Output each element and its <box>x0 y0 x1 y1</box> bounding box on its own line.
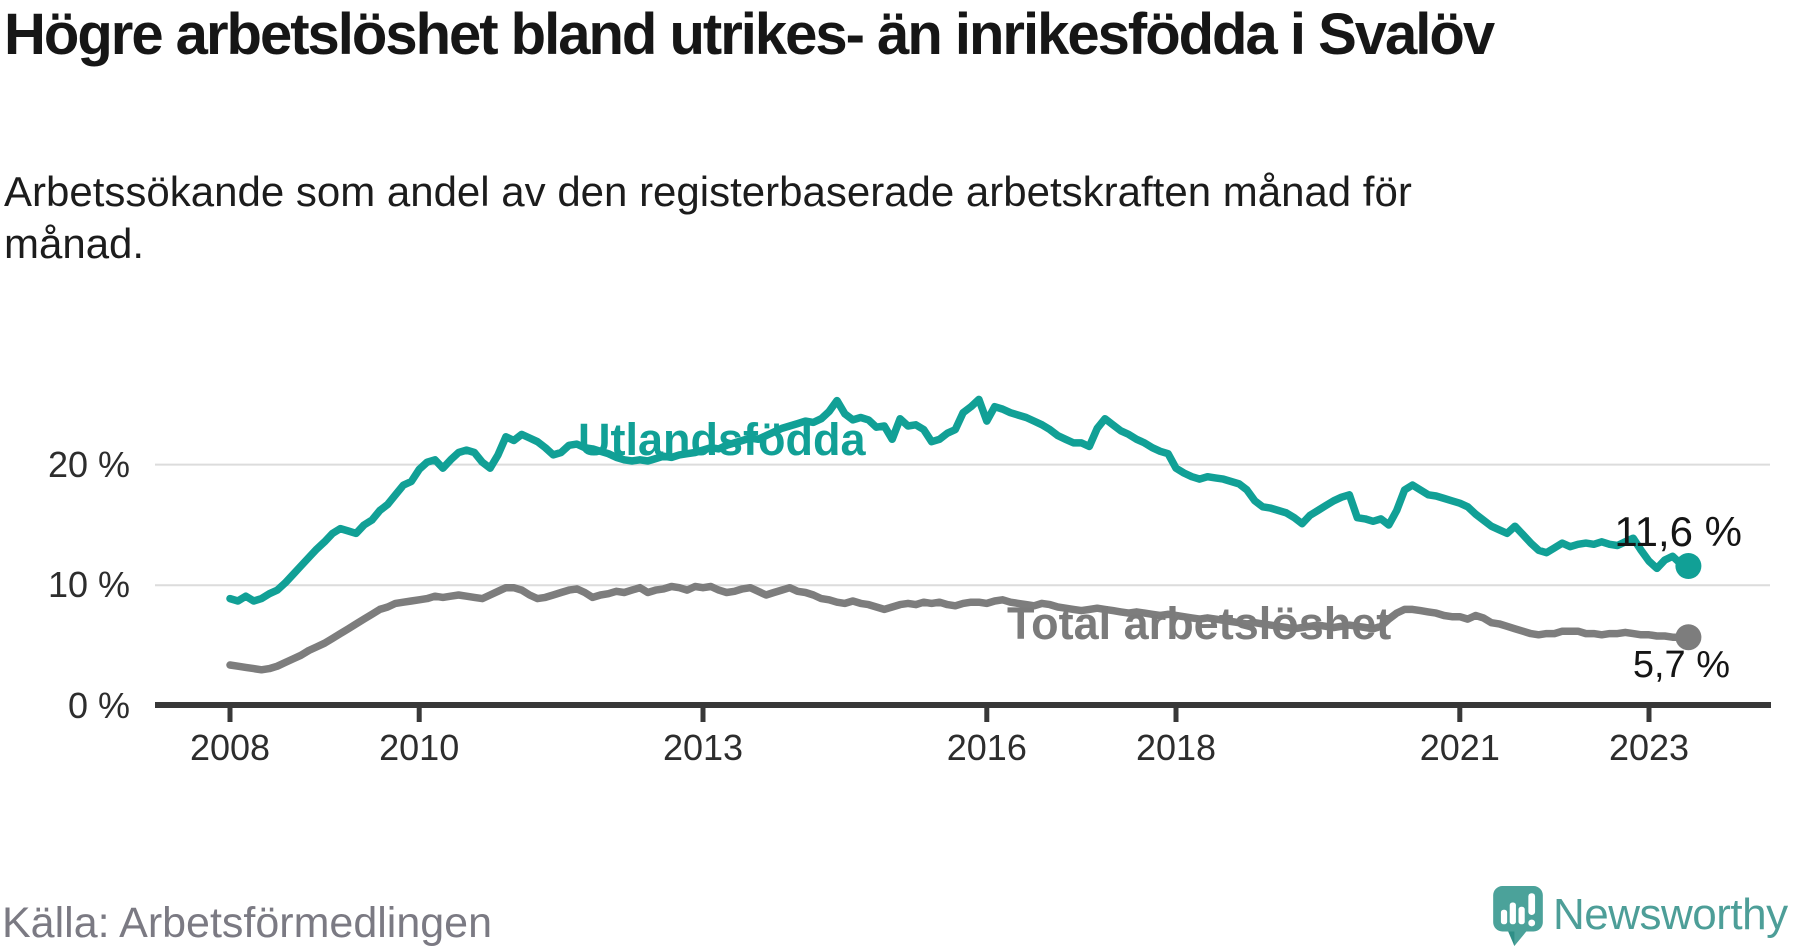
x-tick-label: 2018 <box>1135 727 1217 768</box>
chart-subtitle: Arbetssökande som andel av den registerb… <box>4 168 1412 267</box>
x-tick-label: 2021 <box>1419 727 1500 768</box>
end-value-total-arbetsloshet: 5,7 % <box>1632 644 1730 686</box>
x-tick-label: 2008 <box>189 727 271 768</box>
series-label-utlandsfodda: Utlandsfödda <box>578 414 866 465</box>
logo-bar-icon <box>1500 909 1508 925</box>
newsworthy-logo: Newsworthy <box>1491 886 1788 946</box>
newsworthy-logo-icon <box>1493 886 1543 946</box>
logo-exclamation-icon <box>1528 893 1536 915</box>
series-end-dot <box>1675 624 1702 651</box>
newsworthy-wordmark: Newsworthy <box>1553 890 1788 939</box>
x-tick-label: 2023 <box>1608 727 1690 768</box>
x-tick-label: 2010 <box>379 727 460 768</box>
logo-bar-icon <box>1518 906 1525 925</box>
series-line-total <box>226 582 1693 674</box>
y-tick-label: 0 % <box>67 685 130 726</box>
x-tick-label: 2013 <box>662 727 744 768</box>
source-note: Källa: Arbetsförmedlingen <box>2 899 493 947</box>
x-tick-label: 2016 <box>946 727 1027 768</box>
logo-exclamation-icon <box>1528 919 1536 927</box>
series-end-dot <box>1675 553 1702 579</box>
end-value-utlandsfodda: 11,6 % <box>1614 508 1742 555</box>
series-line-utlandsfodda <box>226 395 1693 605</box>
logo-bar-icon <box>1509 902 1516 925</box>
y-tick-label: 20 % <box>47 443 130 485</box>
page-title: Högre arbetslöshet bland utrikes- än inr… <box>4 2 1495 67</box>
y-tick-label: 10 % <box>47 564 130 606</box>
series-label-total-arbetsloshet: Total arbetslöshet <box>1007 598 1392 649</box>
